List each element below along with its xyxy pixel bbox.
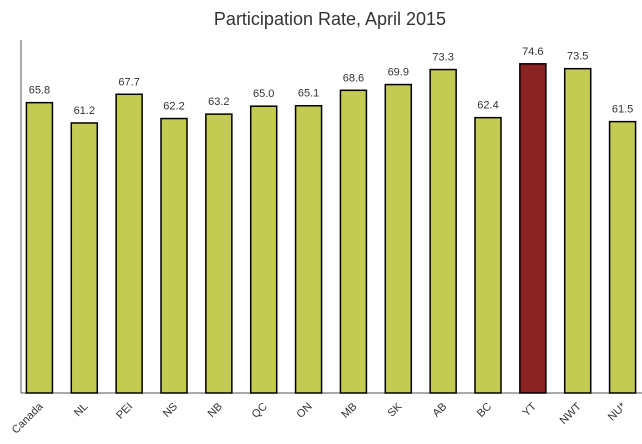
bar [70,122,99,394]
bar [608,120,637,394]
bar [384,83,413,394]
bar [339,89,368,394]
x-tick-label: SK [386,400,405,419]
bar [25,101,54,394]
value-label: 62.2 [163,101,184,113]
bar [249,105,278,394]
value-label: 65.1 [298,88,319,100]
value-label: 69.9 [388,67,409,79]
chart-title: Participation Rate, April 2015 [214,9,446,29]
value-label: 61.5 [612,104,633,116]
x-tick-label: NS [161,401,180,420]
x-tick-label: QC [250,401,270,421]
x-tick-label: NWT [558,400,584,426]
value-label: 63.2 [208,96,229,108]
value-label: 65.8 [29,85,50,97]
x-tick-label: NL [72,401,90,419]
bar [474,116,502,394]
value-label: 65.0 [253,88,274,100]
x-tick-label: NB [206,401,225,420]
bar [429,68,457,394]
value-label: 61.2 [74,105,95,117]
x-tick-label: MB [339,401,359,421]
bar [160,117,188,394]
value-label: 67.7 [118,76,139,88]
value-label: 74.6 [522,46,543,58]
x-tick-label: PEI [114,401,135,422]
x-tick-label: YT [521,400,540,419]
x-tick-label: BC [475,401,494,420]
x-tick-label: ON [295,401,315,421]
value-label: 68.6 [343,72,364,84]
x-tick-label: Canada [10,400,46,436]
bar [115,93,143,394]
value-label: 73.3 [432,52,453,64]
value-label: 73.5 [567,51,588,63]
x-tick-label: AB [430,401,449,420]
bar [294,104,323,394]
bar [519,63,547,394]
value-label: 62.4 [477,100,498,112]
x-tick-label: NU* [606,400,629,423]
bar [205,113,233,394]
bar [563,67,592,394]
